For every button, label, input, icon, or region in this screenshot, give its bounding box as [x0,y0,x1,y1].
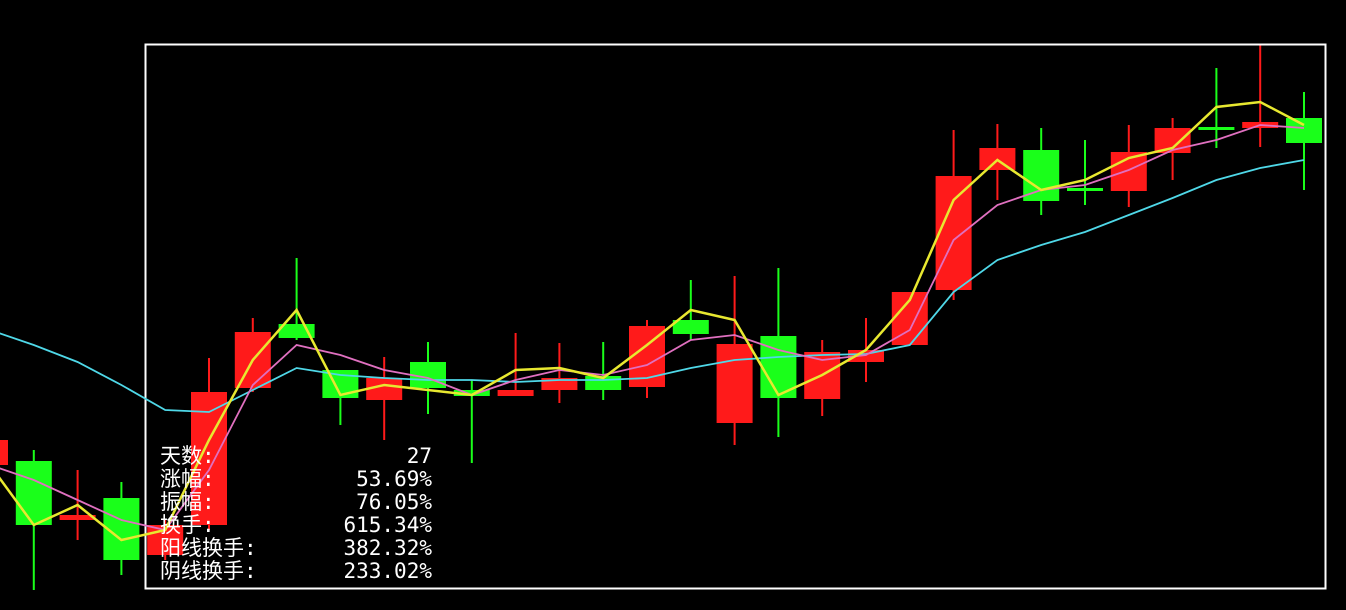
candle-up [935,130,972,300]
candle-body [59,515,96,520]
candle-body [1067,188,1103,191]
candle-body [1286,118,1322,143]
candle-body [453,390,490,396]
candle-body [366,378,403,400]
candle-down [278,258,315,340]
candle-up [629,320,665,398]
stat-up-turnover: 阳线换手: 382.32% [160,536,432,560]
candle-body [497,390,534,396]
candle-body [191,392,227,525]
candle-body [672,320,709,334]
candle-up [1242,45,1279,147]
candle-up [979,124,1016,200]
candle-down [1067,140,1103,205]
candle-down [1286,92,1322,190]
candle-up [0,440,8,465]
candle-up [191,358,227,530]
candle-body [0,440,8,465]
candle-down [1023,128,1060,215]
candle-body [15,461,52,525]
selection-frame [144,43,1327,590]
moving-average-line [0,159,1305,413]
candle-up [804,340,841,416]
candle-up [1110,125,1147,207]
candle-body [935,176,972,290]
candle-body [1023,150,1060,201]
stat-turnover: 换手: 615.34% [160,513,432,537]
stat-down-turnover: 阴线换手: 233.02% [160,559,432,583]
stat-amplitude: 振幅: 76.05% [160,490,432,514]
candle-body [716,344,753,423]
candle-down [322,370,359,425]
range-stats-panel: 天数: 27 涨幅: 53.69% 振幅: 76.05% 换手: 615.34% 阳线换… [160,445,432,583]
moving-average-line [0,124,1305,532]
stat-days: 天数: 27 [160,444,432,468]
stat-change: 涨幅: 53.69% [160,467,432,491]
candle-body [1198,127,1235,130]
candle-down [15,450,52,590]
candle-up [716,276,753,445]
moving-average-line [0,100,1305,542]
candle-down [585,342,622,400]
candle-up [497,333,534,396]
